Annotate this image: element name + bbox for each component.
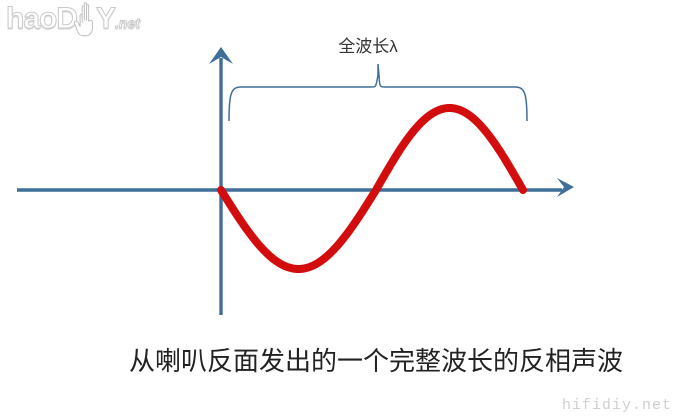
svg-text:全波长λ: 全波长λ	[338, 37, 398, 56]
